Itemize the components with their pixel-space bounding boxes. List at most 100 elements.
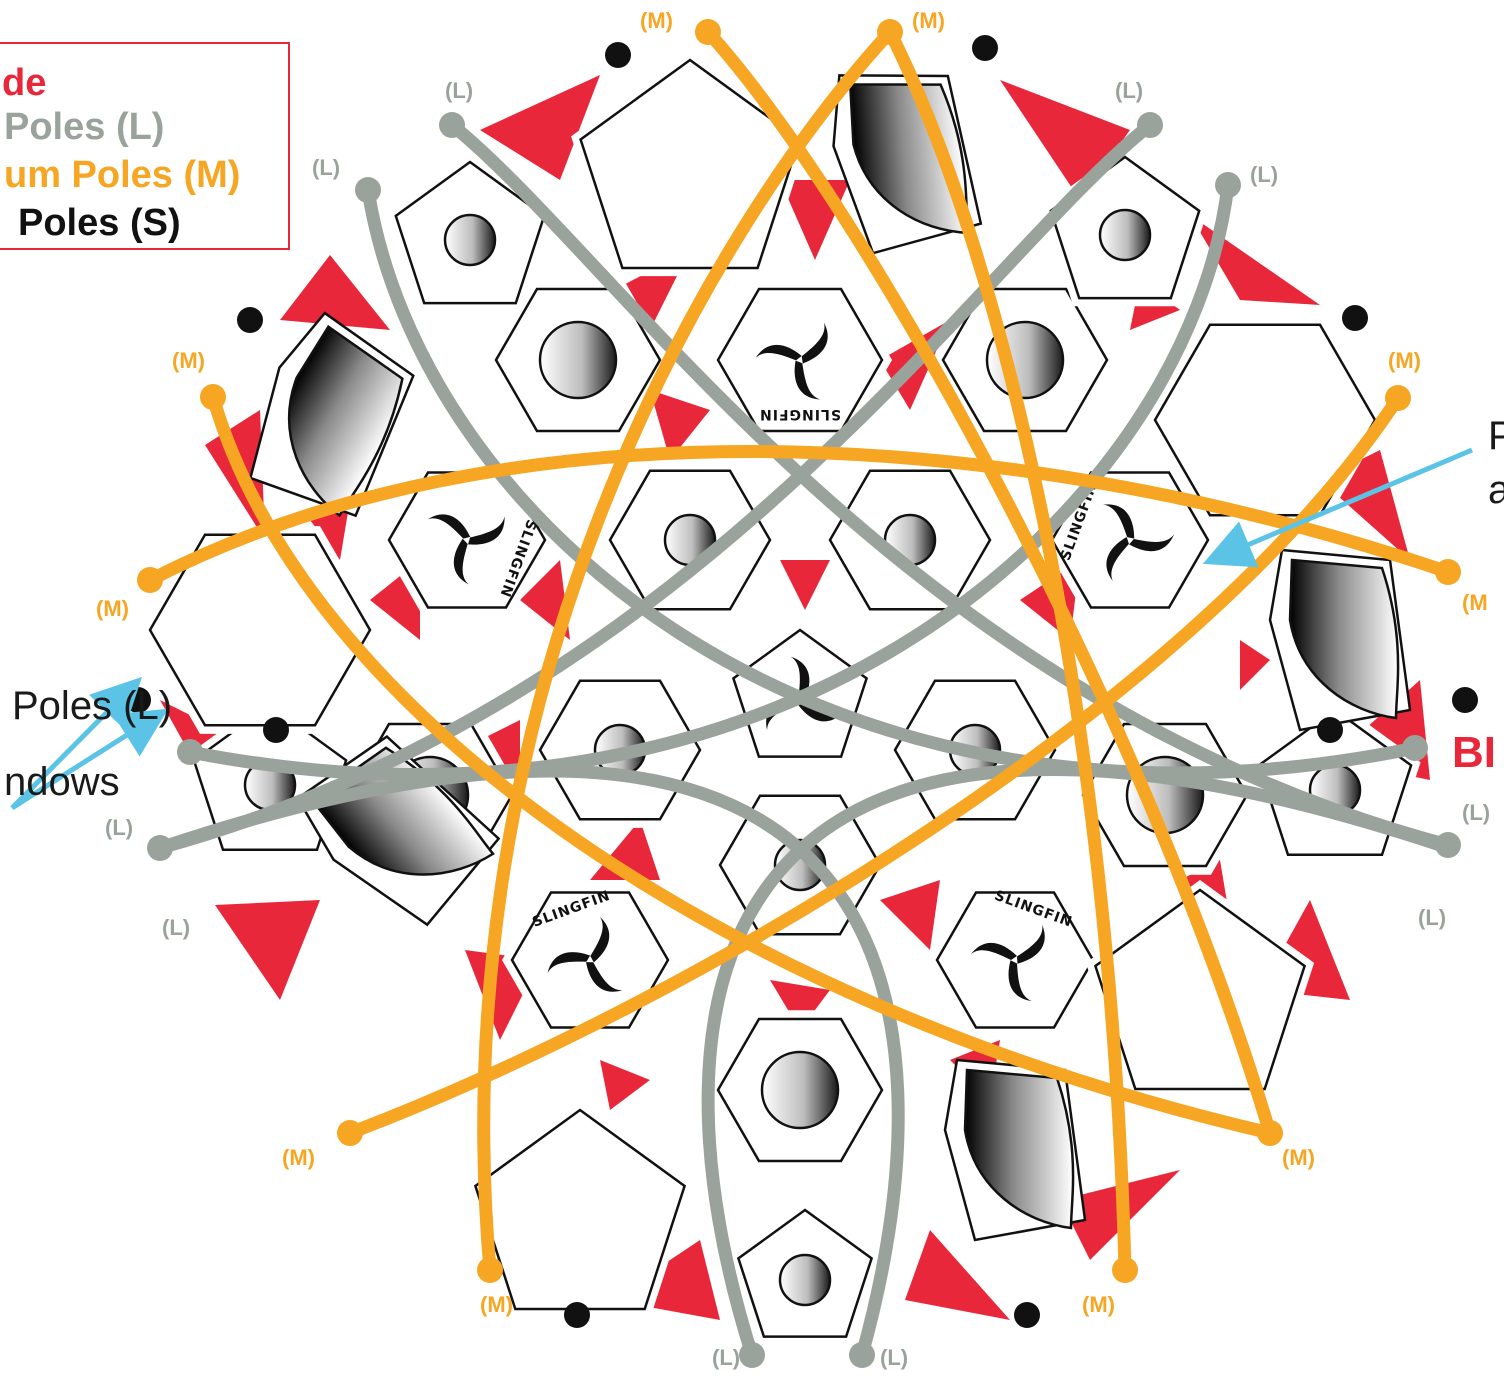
medium-pole bbox=[477, 25, 897, 1277]
large-pole-label: (L) bbox=[880, 1345, 909, 1370]
medium-pole-end bbox=[1385, 385, 1411, 411]
pentagon-panel bbox=[1085, 880, 1315, 1098]
large-pole-label: (L) bbox=[312, 155, 341, 180]
medium-pole bbox=[883, 25, 1132, 1277]
small-pole-dot bbox=[605, 42, 631, 68]
medium-pole-label: (M) bbox=[1282, 1145, 1315, 1170]
large-pole-label: (L) bbox=[1115, 78, 1144, 103]
large-pole-label: (L) bbox=[1418, 905, 1447, 930]
medium-pole bbox=[701, 25, 1277, 1140]
small-pole-dot bbox=[564, 1302, 590, 1328]
large-pole-label: (L) bbox=[105, 815, 134, 840]
pentagon-panel bbox=[386, 152, 554, 312]
window-panel bbox=[943, 1058, 1087, 1242]
small-pole-dot bbox=[1317, 717, 1343, 743]
medium-pole-label: (M) bbox=[282, 1145, 315, 1170]
medium-pole-end bbox=[695, 19, 721, 45]
fly-triangle bbox=[480, 75, 600, 180]
small-pole-dot bbox=[1342, 305, 1368, 331]
arrow-right-logo bbox=[1202, 447, 1473, 568]
medium-pole-end bbox=[877, 19, 903, 45]
medium-pole-end bbox=[1257, 1120, 1283, 1146]
fly-triangle bbox=[280, 255, 390, 330]
hexagon-panel bbox=[820, 462, 1000, 618]
poles bbox=[137, 19, 1461, 1368]
medium-pole-label: (M) bbox=[1082, 1292, 1115, 1317]
fly-triangle bbox=[770, 980, 830, 1030]
small-pole-dots bbox=[125, 35, 1478, 1328]
large-pole-label: (L) bbox=[1462, 800, 1491, 825]
small-pole-dot bbox=[1014, 1302, 1040, 1328]
medium-pole-label: (M) bbox=[1388, 348, 1421, 373]
hexagon-panel bbox=[486, 280, 670, 440]
medium-pole bbox=[343, 391, 1405, 1140]
medium-pole-label: (M) bbox=[172, 348, 205, 373]
large-pole-end bbox=[177, 739, 203, 765]
note-left-poles: Poles (L) bbox=[12, 684, 173, 728]
hexagon-panel: SLINGFIN bbox=[708, 280, 892, 440]
medium-pole-end bbox=[137, 567, 163, 593]
medium-pole-label: (M) bbox=[96, 596, 129, 621]
medium-pole-label: (M) bbox=[912, 8, 945, 33]
fly-triangle bbox=[215, 900, 320, 1000]
hexagon-panel: SLINGFIN bbox=[927, 883, 1103, 1037]
medium-pole-label: (M bbox=[1462, 590, 1488, 615]
legend-fly: de bbox=[2, 62, 47, 104]
small-pole-dot bbox=[237, 307, 263, 333]
large-pole bbox=[153, 118, 1157, 855]
fly-triangle bbox=[205, 410, 265, 540]
arrow-left-1 bbox=[10, 676, 143, 810]
large-pole-end bbox=[739, 1342, 765, 1368]
large-pole-end bbox=[147, 835, 173, 861]
hexagon-panel: SLINGFIN bbox=[502, 883, 678, 1037]
vent-circle bbox=[538, 320, 618, 400]
hexagon-panel: SLINGFIN bbox=[379, 463, 555, 617]
large-pole-label: (L) bbox=[445, 78, 474, 103]
legend-small-poles: Poles (S) bbox=[18, 202, 181, 244]
legend-medium-poles: um Poles (M) bbox=[4, 154, 241, 196]
large-pole-end bbox=[355, 177, 381, 203]
fly-triangle bbox=[780, 560, 830, 610]
large-pole bbox=[445, 118, 1455, 852]
large-pole bbox=[153, 764, 905, 1362]
medium-pole-end bbox=[1112, 1257, 1138, 1283]
small-pole-dot bbox=[972, 35, 998, 61]
svg-text:SLINGFIN: SLINGFIN bbox=[759, 406, 841, 422]
slingfin-logo: SLINGFIN bbox=[755, 322, 841, 422]
pentagon-panel bbox=[728, 1200, 882, 1345]
arrow-left-2 bbox=[10, 708, 169, 811]
medium-pole-end bbox=[337, 1120, 363, 1146]
note-right-bottom: BI bbox=[1452, 728, 1496, 777]
large-pole-end bbox=[1215, 172, 1241, 198]
large-pole-end bbox=[1435, 832, 1461, 858]
pentagon-panel bbox=[571, 50, 809, 277]
large-pole bbox=[701, 763, 1447, 1362]
hexagon-panel bbox=[140, 526, 380, 734]
fly-triangle bbox=[905, 1230, 1010, 1320]
medium-pole-label: (M) bbox=[640, 8, 673, 33]
large-pole-label: (L) bbox=[1250, 162, 1279, 187]
hexagon-panel bbox=[600, 462, 780, 618]
medium-pole-label: (M) bbox=[480, 1292, 513, 1317]
note-right-top-1: P bbox=[1488, 414, 1504, 458]
window-panel bbox=[832, 74, 983, 255]
note-right-top-2: a bbox=[1488, 468, 1504, 512]
vent-circle bbox=[443, 213, 497, 267]
large-pole-end bbox=[1402, 735, 1428, 761]
hexagon-panel bbox=[933, 280, 1117, 440]
fly-triangle bbox=[600, 1060, 650, 1110]
note-left-windows: ndows bbox=[4, 760, 120, 804]
small-pole-dot bbox=[263, 717, 289, 743]
pentagon-panel bbox=[465, 1100, 695, 1318]
window-panel bbox=[1268, 548, 1412, 732]
medium-pole-end bbox=[1435, 559, 1461, 585]
fly-triangle bbox=[1240, 640, 1270, 690]
medium-pole-end bbox=[200, 384, 226, 410]
legend-large-poles: Poles (L) bbox=[4, 106, 165, 148]
large-pole-end bbox=[849, 1342, 875, 1368]
legend-box bbox=[0, 42, 290, 250]
large-pole-label: (L) bbox=[162, 915, 191, 940]
hexagon-panel bbox=[1145, 316, 1385, 524]
window-panel bbox=[248, 311, 415, 518]
